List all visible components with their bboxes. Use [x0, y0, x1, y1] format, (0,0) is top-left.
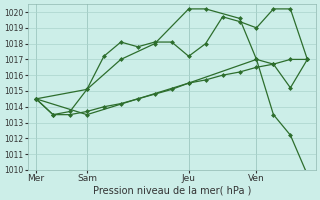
X-axis label: Pression niveau de la mer( hPa ): Pression niveau de la mer( hPa )	[92, 186, 251, 196]
